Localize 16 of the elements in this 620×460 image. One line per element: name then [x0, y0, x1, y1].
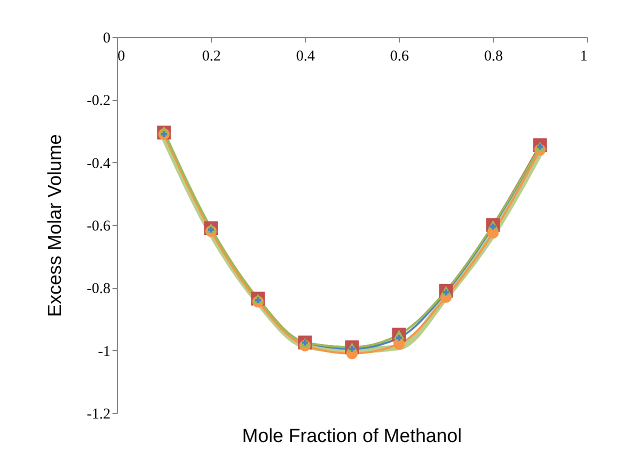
x-tick-label: 0.4 — [296, 48, 316, 64]
y-axis-title: Excess Molar Volume — [44, 134, 66, 317]
y-tick-label: -0.4 — [86, 156, 111, 172]
x-tick-label: 0.8 — [484, 48, 503, 64]
x-tick-label: 1 — [580, 48, 588, 64]
y-tick-label: -0.6 — [86, 218, 111, 234]
y-tick-label: -0.8 — [86, 281, 110, 298]
x-tick-label: 0 — [118, 48, 125, 64]
y-tick-label: 0 — [103, 30, 110, 46]
point — [393, 338, 405, 350]
x-axis-title: Mole Fraction of Methanol — [242, 426, 462, 447]
x-tick-label: 0.6 — [390, 48, 410, 64]
y-tick-label: -1 — [98, 344, 110, 360]
y-tick-label: -1.2 — [86, 406, 110, 422]
x-tick-label: 0.2 — [202, 48, 221, 64]
y-tick-label: -0.2 — [86, 93, 110, 110]
